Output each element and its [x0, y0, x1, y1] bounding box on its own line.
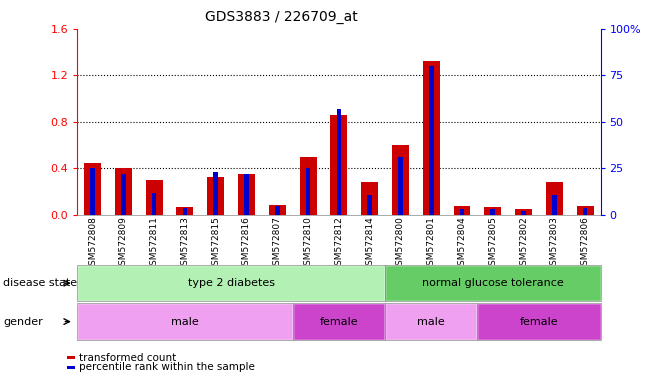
Bar — [491, 209, 495, 215]
Text: disease state: disease state — [3, 278, 77, 288]
Bar — [429, 66, 433, 215]
Bar — [146, 180, 162, 215]
Bar — [484, 207, 501, 215]
Bar — [546, 182, 563, 215]
Bar — [183, 208, 187, 215]
Bar — [275, 206, 280, 215]
Bar — [152, 193, 156, 215]
Text: male: male — [171, 316, 199, 327]
Bar — [552, 195, 557, 215]
Text: percentile rank within the sample: percentile rank within the sample — [79, 362, 254, 372]
Bar — [121, 174, 125, 215]
Bar — [460, 209, 464, 215]
Bar — [207, 177, 224, 215]
Bar — [90, 169, 95, 215]
Bar — [361, 182, 378, 215]
Bar — [576, 206, 594, 215]
Bar — [521, 211, 526, 215]
Bar — [423, 61, 440, 215]
Bar — [306, 169, 311, 215]
Bar — [367, 195, 372, 215]
Bar — [583, 208, 588, 215]
Bar — [244, 174, 249, 215]
Text: GDS3883 / 226709_at: GDS3883 / 226709_at — [205, 10, 358, 23]
Bar — [392, 145, 409, 215]
Text: female: female — [319, 316, 358, 327]
Text: female: female — [519, 316, 558, 327]
Bar — [238, 174, 255, 215]
Bar — [330, 115, 348, 215]
Text: normal glucose tolerance: normal glucose tolerance — [422, 278, 564, 288]
Bar — [515, 209, 532, 215]
Text: male: male — [417, 316, 445, 327]
Bar — [213, 172, 218, 215]
Bar — [337, 109, 341, 215]
Bar — [454, 206, 470, 215]
Text: transformed count: transformed count — [79, 353, 176, 363]
Bar — [84, 163, 101, 215]
Text: type 2 diabetes: type 2 diabetes — [188, 278, 274, 288]
Bar — [176, 207, 193, 215]
Bar — [398, 157, 403, 215]
Text: gender: gender — [3, 316, 43, 327]
Bar — [115, 169, 132, 215]
Bar — [269, 205, 286, 215]
Bar — [299, 157, 317, 215]
